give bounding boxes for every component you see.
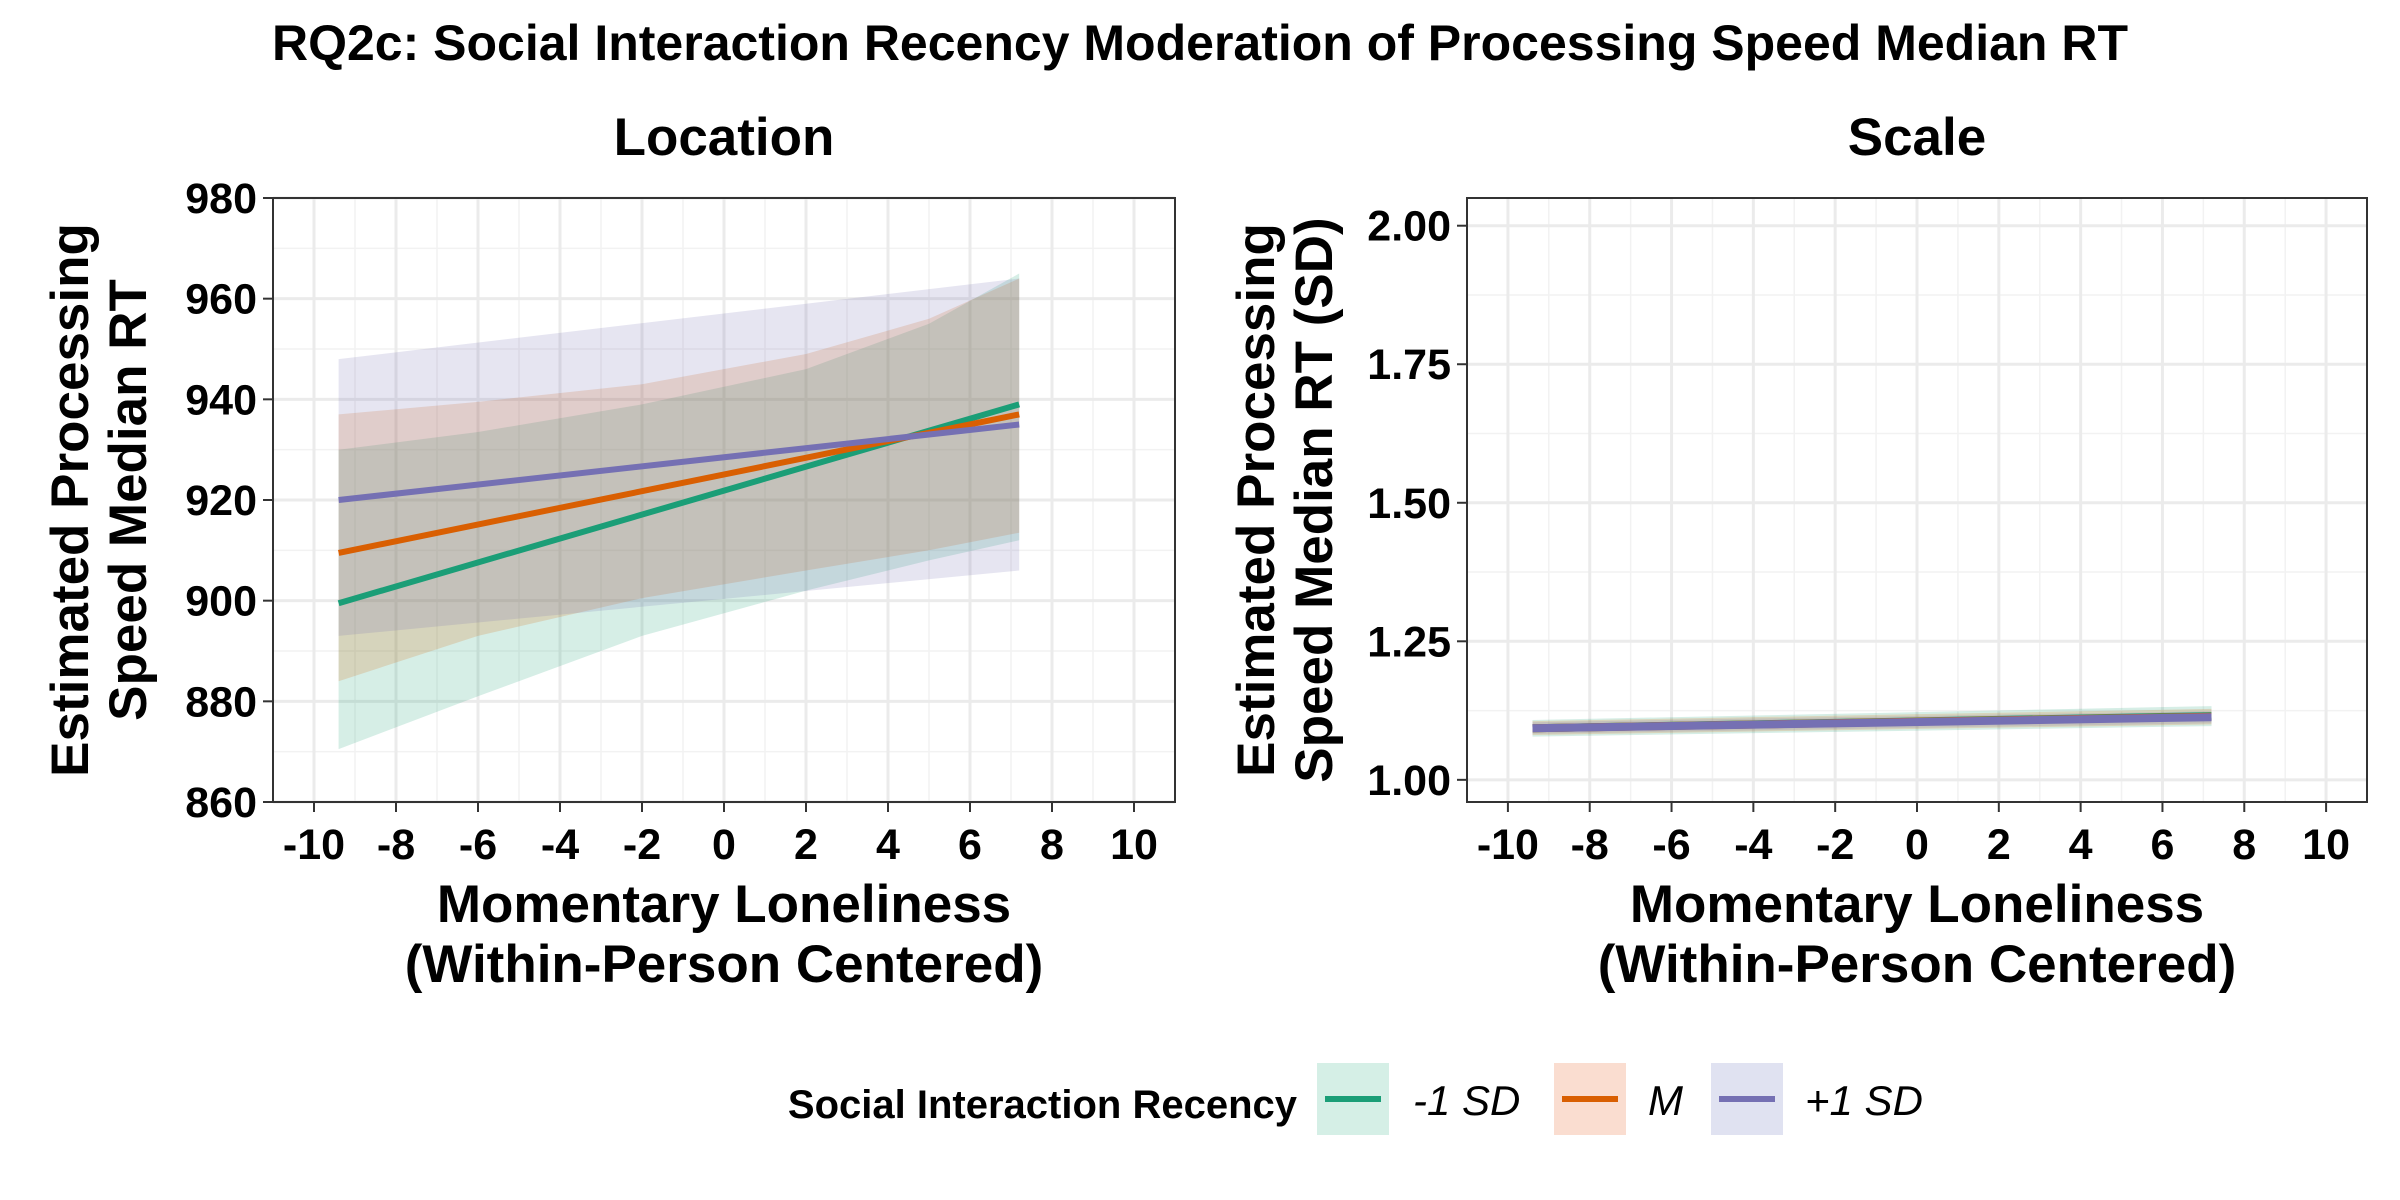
x-tick-label: -8	[377, 821, 415, 869]
x-tick-label: 0	[712, 821, 736, 869]
x-tick-label: 8	[2232, 821, 2256, 869]
legend-title: Social Interaction Recency	[788, 1083, 1298, 1127]
y-tick-label: 1.75	[1367, 341, 1451, 389]
x-tick-label: 6	[2150, 821, 2174, 869]
x-tick-label: 2	[1987, 821, 2011, 869]
x-tick-label: 8	[1040, 821, 1064, 869]
y-tick-label: 860	[185, 779, 257, 827]
x-tick-label: -6	[459, 821, 497, 869]
x-tick-label: -6	[1652, 821, 1690, 869]
x-axis-title: Momentary Loneliness	[1630, 875, 2204, 934]
x-tick-label: 2	[794, 821, 818, 869]
x-axis-title: (Within-Person Centered)	[405, 935, 1043, 994]
y-tick-label: 880	[185, 678, 257, 726]
legend-item: -1 SD	[1317, 1063, 1520, 1135]
y-tick-label: 2.00	[1367, 203, 1451, 251]
panels: -10 -8 -6 -4 -2 0 2 4 6 8 10860880900920940960980L…	[41, 108, 2368, 994]
x-tick-label: -10	[1477, 821, 1539, 869]
y-tick-label: 920	[185, 477, 257, 525]
y-axis-title: Speed Median RT (SD)	[1285, 217, 1344, 782]
x-tick-label: -4	[541, 821, 579, 869]
panel-scale: -10 -8 -6 -4 -2 0 2 4 6 8 10 1.00 1.25 1.50 1.75 2.00 Sc…	[1227, 108, 2368, 994]
y-tick-label: 900	[185, 578, 257, 626]
ci-ribbon	[338, 278, 1020, 636]
legend-label: M	[1648, 1077, 1683, 1124]
x-tick-label: 4	[2069, 821, 2093, 869]
legend-item: M	[1554, 1063, 1683, 1135]
y-tick-label: 1.50	[1367, 480, 1451, 528]
x-axis-title: Momentary Loneliness	[437, 875, 1011, 934]
panel-title: Location	[614, 108, 835, 167]
y-axis-title: Estimated Processing	[1227, 223, 1286, 777]
x-tick-label: 0	[1905, 821, 1929, 869]
x-axis-title: (Within-Person Centered)	[1598, 935, 2236, 994]
ci-ribbon	[338, 278, 1020, 682]
legend-item: +1 SD	[1711, 1063, 1923, 1135]
y-tick-label: 1.00	[1367, 757, 1451, 805]
x-tick-label: -8	[1571, 821, 1609, 869]
y-tick-label: 960	[185, 276, 257, 324]
panel-title: Scale	[1848, 108, 1987, 167]
series-line	[338, 421, 1020, 503]
y-tick-label: 1.25	[1367, 618, 1451, 666]
legend: Social Interaction Recency -1 SD M +1 SD	[788, 1063, 1923, 1135]
legend-label: -1 SD	[1413, 1077, 1520, 1124]
x-tick-label: 6	[958, 821, 982, 869]
x-tick-label: -10	[283, 821, 345, 869]
y-axis-title: Speed Median RT	[99, 279, 158, 721]
panel-location: -10 -8 -6 -4 -2 0 2 4 6 8 10 860 880 900 920 940 960 980 L…	[41, 108, 1176, 994]
x-tick-label: -2	[623, 821, 661, 869]
legend-label: +1 SD	[1805, 1077, 1923, 1124]
ci-ribbon	[338, 273, 1020, 750]
legend-keys: -1 SD M +1 SD	[1317, 1063, 1923, 1135]
x-tick-label: 4	[876, 821, 900, 869]
y-axis-title: Estimated Processing	[41, 223, 100, 777]
figure-title: RQ2c: Social Interaction Recency Moderat…	[272, 15, 2128, 71]
x-tick-label: 10	[2302, 821, 2350, 869]
x-tick-label: -2	[1816, 821, 1854, 869]
y-tick-label: 980	[185, 175, 257, 223]
series-line	[1532, 713, 2212, 733]
x-tick-label: 10	[1110, 821, 1158, 869]
x-tick-label: -4	[1734, 821, 1772, 869]
y-tick-label: 940	[185, 376, 257, 424]
